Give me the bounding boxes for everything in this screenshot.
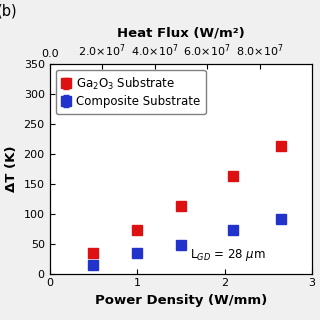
Y-axis label: ΔT (K): ΔT (K) bbox=[5, 146, 18, 192]
Text: L$_{GD}$ = 28 $\mu$m: L$_{GD}$ = 28 $\mu$m bbox=[189, 247, 265, 263]
X-axis label: Power Density (W/mm): Power Density (W/mm) bbox=[95, 294, 267, 307]
Text: (b): (b) bbox=[0, 3, 17, 18]
X-axis label: Heat Flux (W/m²): Heat Flux (W/m²) bbox=[117, 27, 245, 40]
Legend: Ga$_2$O$_3$ Substrate, Composite Substrate: Ga$_2$O$_3$ Substrate, Composite Substra… bbox=[55, 70, 206, 114]
